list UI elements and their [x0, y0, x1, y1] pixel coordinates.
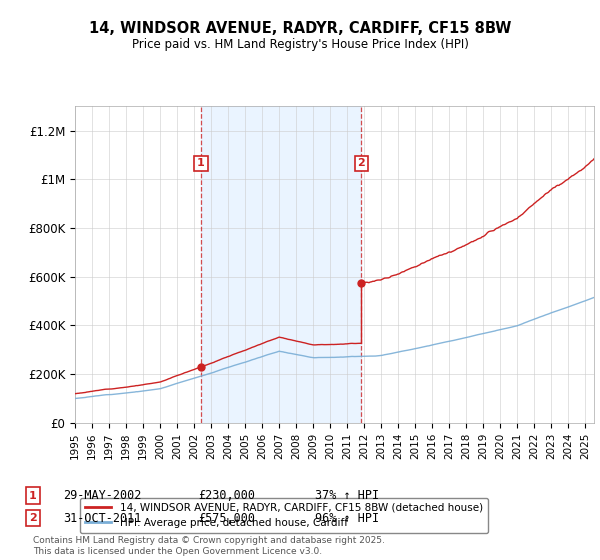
- Text: £575,000: £575,000: [198, 511, 255, 525]
- Text: 31-OCT-2011: 31-OCT-2011: [63, 511, 142, 525]
- Legend: 14, WINDSOR AVENUE, RADYR, CARDIFF, CF15 8BW (detached house), HPI: Average pric: 14, WINDSOR AVENUE, RADYR, CARDIFF, CF15…: [80, 498, 488, 533]
- Text: 1: 1: [29, 491, 37, 501]
- Text: 37% ↑ HPI: 37% ↑ HPI: [315, 489, 379, 502]
- Text: Contains HM Land Registry data © Crown copyright and database right 2025.
This d: Contains HM Land Registry data © Crown c…: [33, 536, 385, 556]
- Text: 14, WINDSOR AVENUE, RADYR, CARDIFF, CF15 8BW: 14, WINDSOR AVENUE, RADYR, CARDIFF, CF15…: [89, 21, 511, 36]
- Text: 2: 2: [29, 513, 37, 523]
- Text: 96% ↑ HPI: 96% ↑ HPI: [315, 511, 379, 525]
- Text: 29-MAY-2002: 29-MAY-2002: [63, 489, 142, 502]
- Text: 1: 1: [197, 158, 205, 169]
- Text: Price paid vs. HM Land Registry's House Price Index (HPI): Price paid vs. HM Land Registry's House …: [131, 38, 469, 51]
- Text: 2: 2: [358, 158, 365, 169]
- Bar: [201, 106, 361, 423]
- Text: £230,000: £230,000: [198, 489, 255, 502]
